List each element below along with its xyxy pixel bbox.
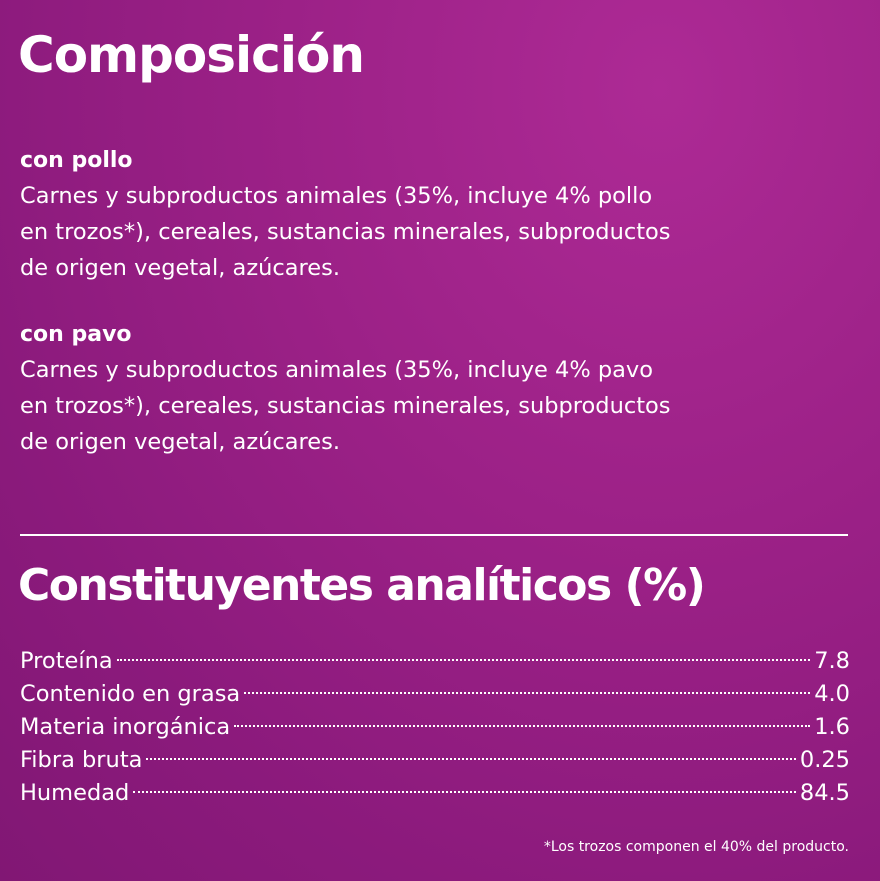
analytic-value: 4.0	[814, 681, 850, 707]
ingredients-line: en trozos*), cereales, sustancias minera…	[20, 219, 671, 245]
analytic-row-materia-inorganica: Materia inorgánica 1.6	[20, 711, 850, 744]
analytic-row-proteina: Proteína 7.8	[20, 645, 850, 678]
variant-pavo: con pavo Carnes y subproductos animales …	[20, 318, 780, 460]
analytic-label: Proteína	[20, 648, 113, 674]
variant-ingredients: Carnes y subproductos animales (35%, inc…	[20, 352, 780, 460]
analytic-label: Materia inorgánica	[20, 714, 231, 740]
dot-leader	[234, 725, 811, 727]
analytic-value: 7.8	[814, 648, 850, 674]
analytic-value: 0.25	[799, 747, 850, 773]
composition-title: Composición	[18, 26, 365, 84]
analytic-table: Proteína 7.8 Contenido en grasa 4.0 Mate…	[20, 645, 850, 810]
ingredients-line: Carnes y subproductos animales (35%, inc…	[20, 357, 654, 383]
ingredients-line: de origen vegetal, azúcares.	[20, 255, 341, 281]
analytic-label: Humedad	[20, 780, 130, 806]
variant-ingredients: Carnes y subproductos animales (35%, inc…	[20, 178, 780, 286]
ingredients-line: de origen vegetal, azúcares.	[20, 429, 341, 455]
footnote: *Los trozos componen el 40% del producto…	[543, 839, 849, 855]
dot-leader	[133, 791, 796, 793]
analytic-row-humedad: Humedad 84.5	[20, 777, 850, 810]
ingredients-line: Carnes y subproductos animales (35%, inc…	[20, 183, 653, 209]
analytic-row-fibra: Fibra bruta 0.25	[20, 744, 850, 777]
variant-name: con pollo	[20, 148, 133, 173]
analytic-label: Fibra bruta	[20, 747, 143, 773]
analytic-label: Contenido en grasa	[20, 681, 241, 707]
dot-leader	[116, 659, 811, 661]
analytic-value: 1.6	[814, 714, 850, 740]
dot-leader	[146, 758, 796, 760]
analytic-value: 84.5	[799, 780, 850, 806]
ingredients-line: en trozos*), cereales, sustancias minera…	[20, 393, 671, 419]
dot-leader	[244, 692, 811, 694]
analytic-row-grasa: Contenido en grasa 4.0	[20, 678, 850, 711]
section-divider	[20, 534, 848, 536]
variant-name: con pavo	[20, 322, 132, 347]
analytic-title: Constituyentes analíticos (%)	[18, 560, 706, 611]
variant-pollo: con pollo Carnes y subproductos animales…	[20, 144, 780, 286]
